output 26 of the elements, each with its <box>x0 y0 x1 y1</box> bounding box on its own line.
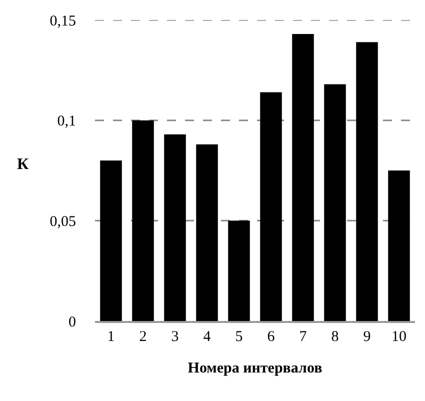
bar <box>260 92 282 321</box>
bar <box>388 170 410 321</box>
y-tick-label: 0,1 <box>57 114 76 130</box>
bar <box>228 220 250 321</box>
x-tick-label: 10 <box>392 329 406 345</box>
bar <box>356 42 378 321</box>
y-tick-label: 0,05 <box>50 214 76 230</box>
bar <box>324 84 346 321</box>
bar <box>164 134 186 321</box>
x-tick-label: 7 <box>299 329 308 345</box>
bar <box>196 144 218 321</box>
x-axis-title: Номера интервалов <box>188 360 322 376</box>
bar <box>100 160 122 321</box>
y-tick-label: 0,15 <box>50 13 76 30</box>
y-axis-title: К <box>17 156 29 173</box>
bar <box>292 34 314 321</box>
bar <box>132 120 154 321</box>
x-tick-label: 9 <box>363 329 371 345</box>
y-tick-label: 0 <box>68 314 76 330</box>
x-tick-label: 6 <box>267 329 276 345</box>
x-tick-label: 5 <box>235 329 243 345</box>
x-tick-label: 8 <box>331 329 339 345</box>
x-tick-label: 1 <box>107 329 115 345</box>
x-tick-label: 2 <box>139 329 147 345</box>
x-tick-label: 4 <box>203 329 212 345</box>
x-tick-label: 3 <box>171 329 179 345</box>
